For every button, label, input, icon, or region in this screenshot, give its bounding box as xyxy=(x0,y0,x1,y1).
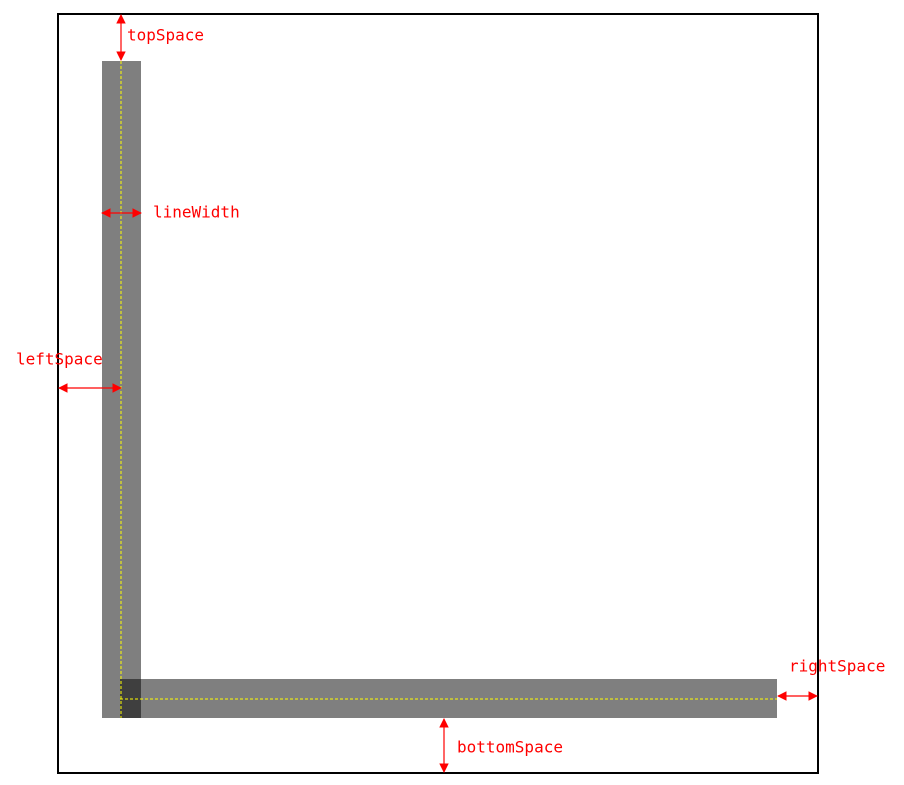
horizontal-line xyxy=(120,679,777,718)
label: topSpace xyxy=(127,26,204,45)
container xyxy=(57,13,819,774)
arrows xyxy=(58,14,818,773)
vertical-line xyxy=(102,61,141,718)
label: rightSpace xyxy=(789,657,885,676)
label: lineWidth xyxy=(153,203,240,222)
label: leftSpace xyxy=(16,350,103,369)
label: bottomSpace xyxy=(457,738,563,757)
